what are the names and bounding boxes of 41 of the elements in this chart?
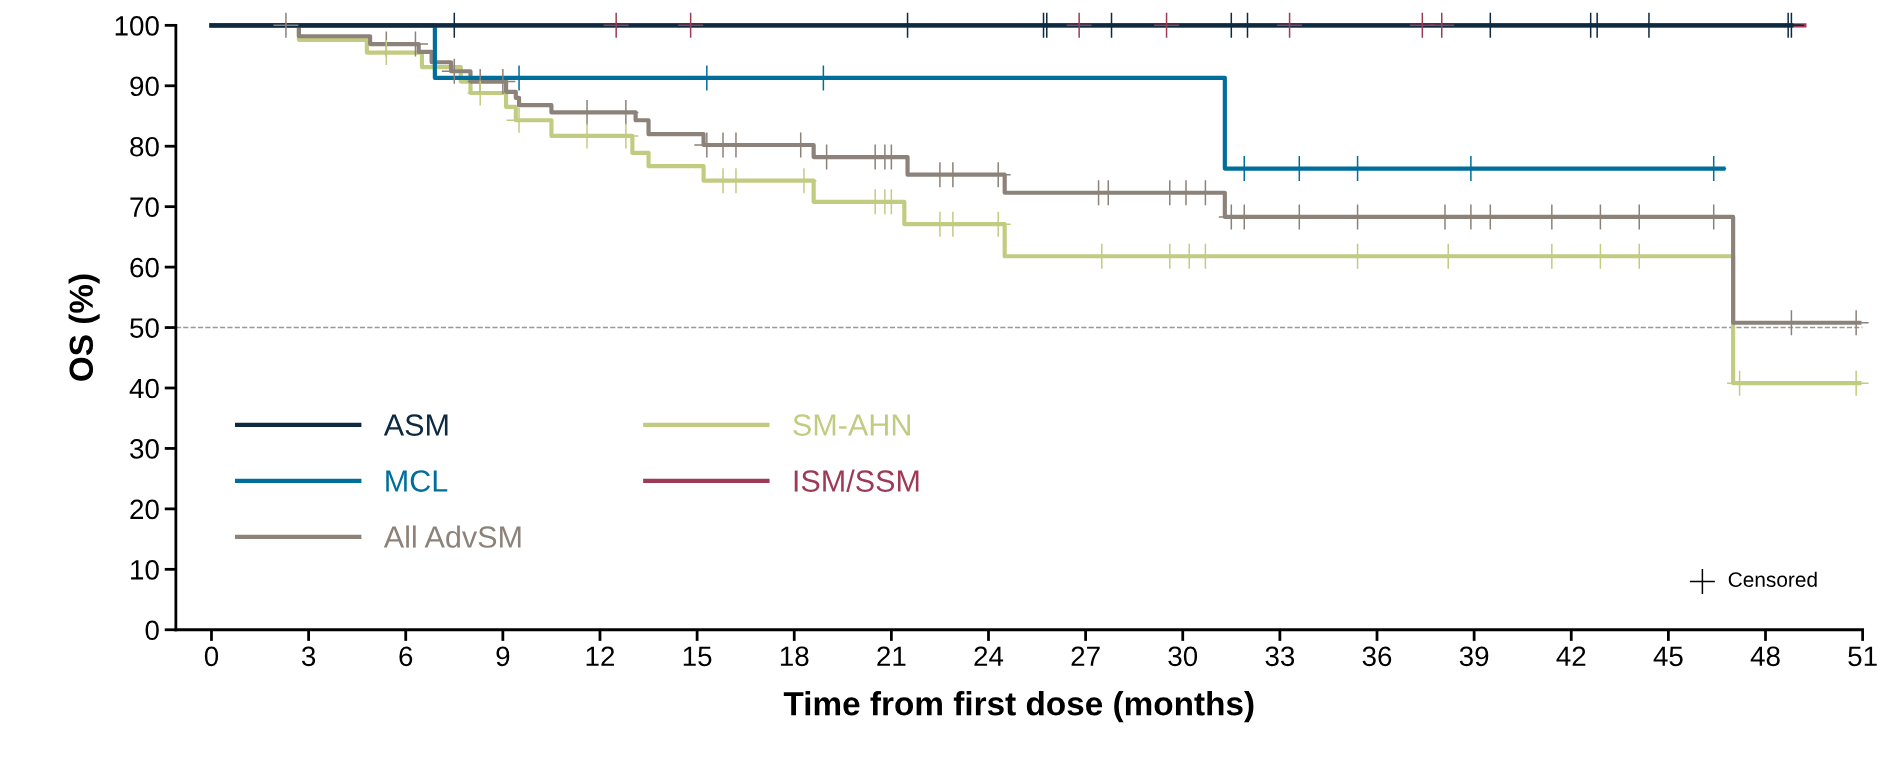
legend-label: MCL [386,470,448,492]
x-tick-label: 51 [1848,646,1877,667]
x-tick-label: 36 [1362,646,1392,667]
legend-label: ISM/SSM [794,469,919,492]
legend-label: All AdvSM [383,525,521,548]
x-axis-title: Time from first dose (months) [783,691,1254,723]
x-tick-label: 15 [683,646,712,667]
y-tick-label: 70 [130,197,159,218]
y-tick-label: 30 [130,439,159,459]
annotation: Censored [1728,571,1817,587]
x-tick-label: 24 [974,646,1004,666]
x-tick-label: 3 [301,646,316,667]
x-tick-label: 6 [399,646,413,667]
point [1066,12,1092,38]
x-tick-label: 9 [496,646,510,667]
legend-label: SM-AHN [793,414,910,436]
x-tick-label: 48 [1750,646,1780,667]
point [603,12,629,38]
point [1429,12,1455,38]
x-tick-label: 33 [1265,646,1295,667]
point [273,12,299,38]
x-tick-label: 39 [1459,646,1489,667]
x-tick-label: 42 [1556,646,1586,666]
x-tick-label: 0 [204,646,219,667]
y-tick-label: 40 [129,378,159,399]
legend-label: ASM [383,414,448,436]
x-tick-label: 18 [780,646,809,667]
x-tick-label: 45 [1653,646,1683,667]
y-tick-label: 20 [130,499,159,520]
y-tick-label: 0 [145,620,159,641]
x-tick-label: 21 [877,646,906,666]
y-tick-label: 100 [115,16,159,36]
x-tick-label: 12 [586,646,615,666]
y-axis-title: OS (%) [68,274,100,381]
y-tick-label: 50 [130,318,159,338]
y-tick-label: 60 [130,257,159,278]
y-tick-label: 10 [131,559,159,580]
x-tick-label: 27 [1071,646,1100,666]
y-tick-label: 90 [130,76,159,97]
y-tick-label: 80 [130,136,159,157]
x-tick-label: 30 [1168,646,1198,667]
